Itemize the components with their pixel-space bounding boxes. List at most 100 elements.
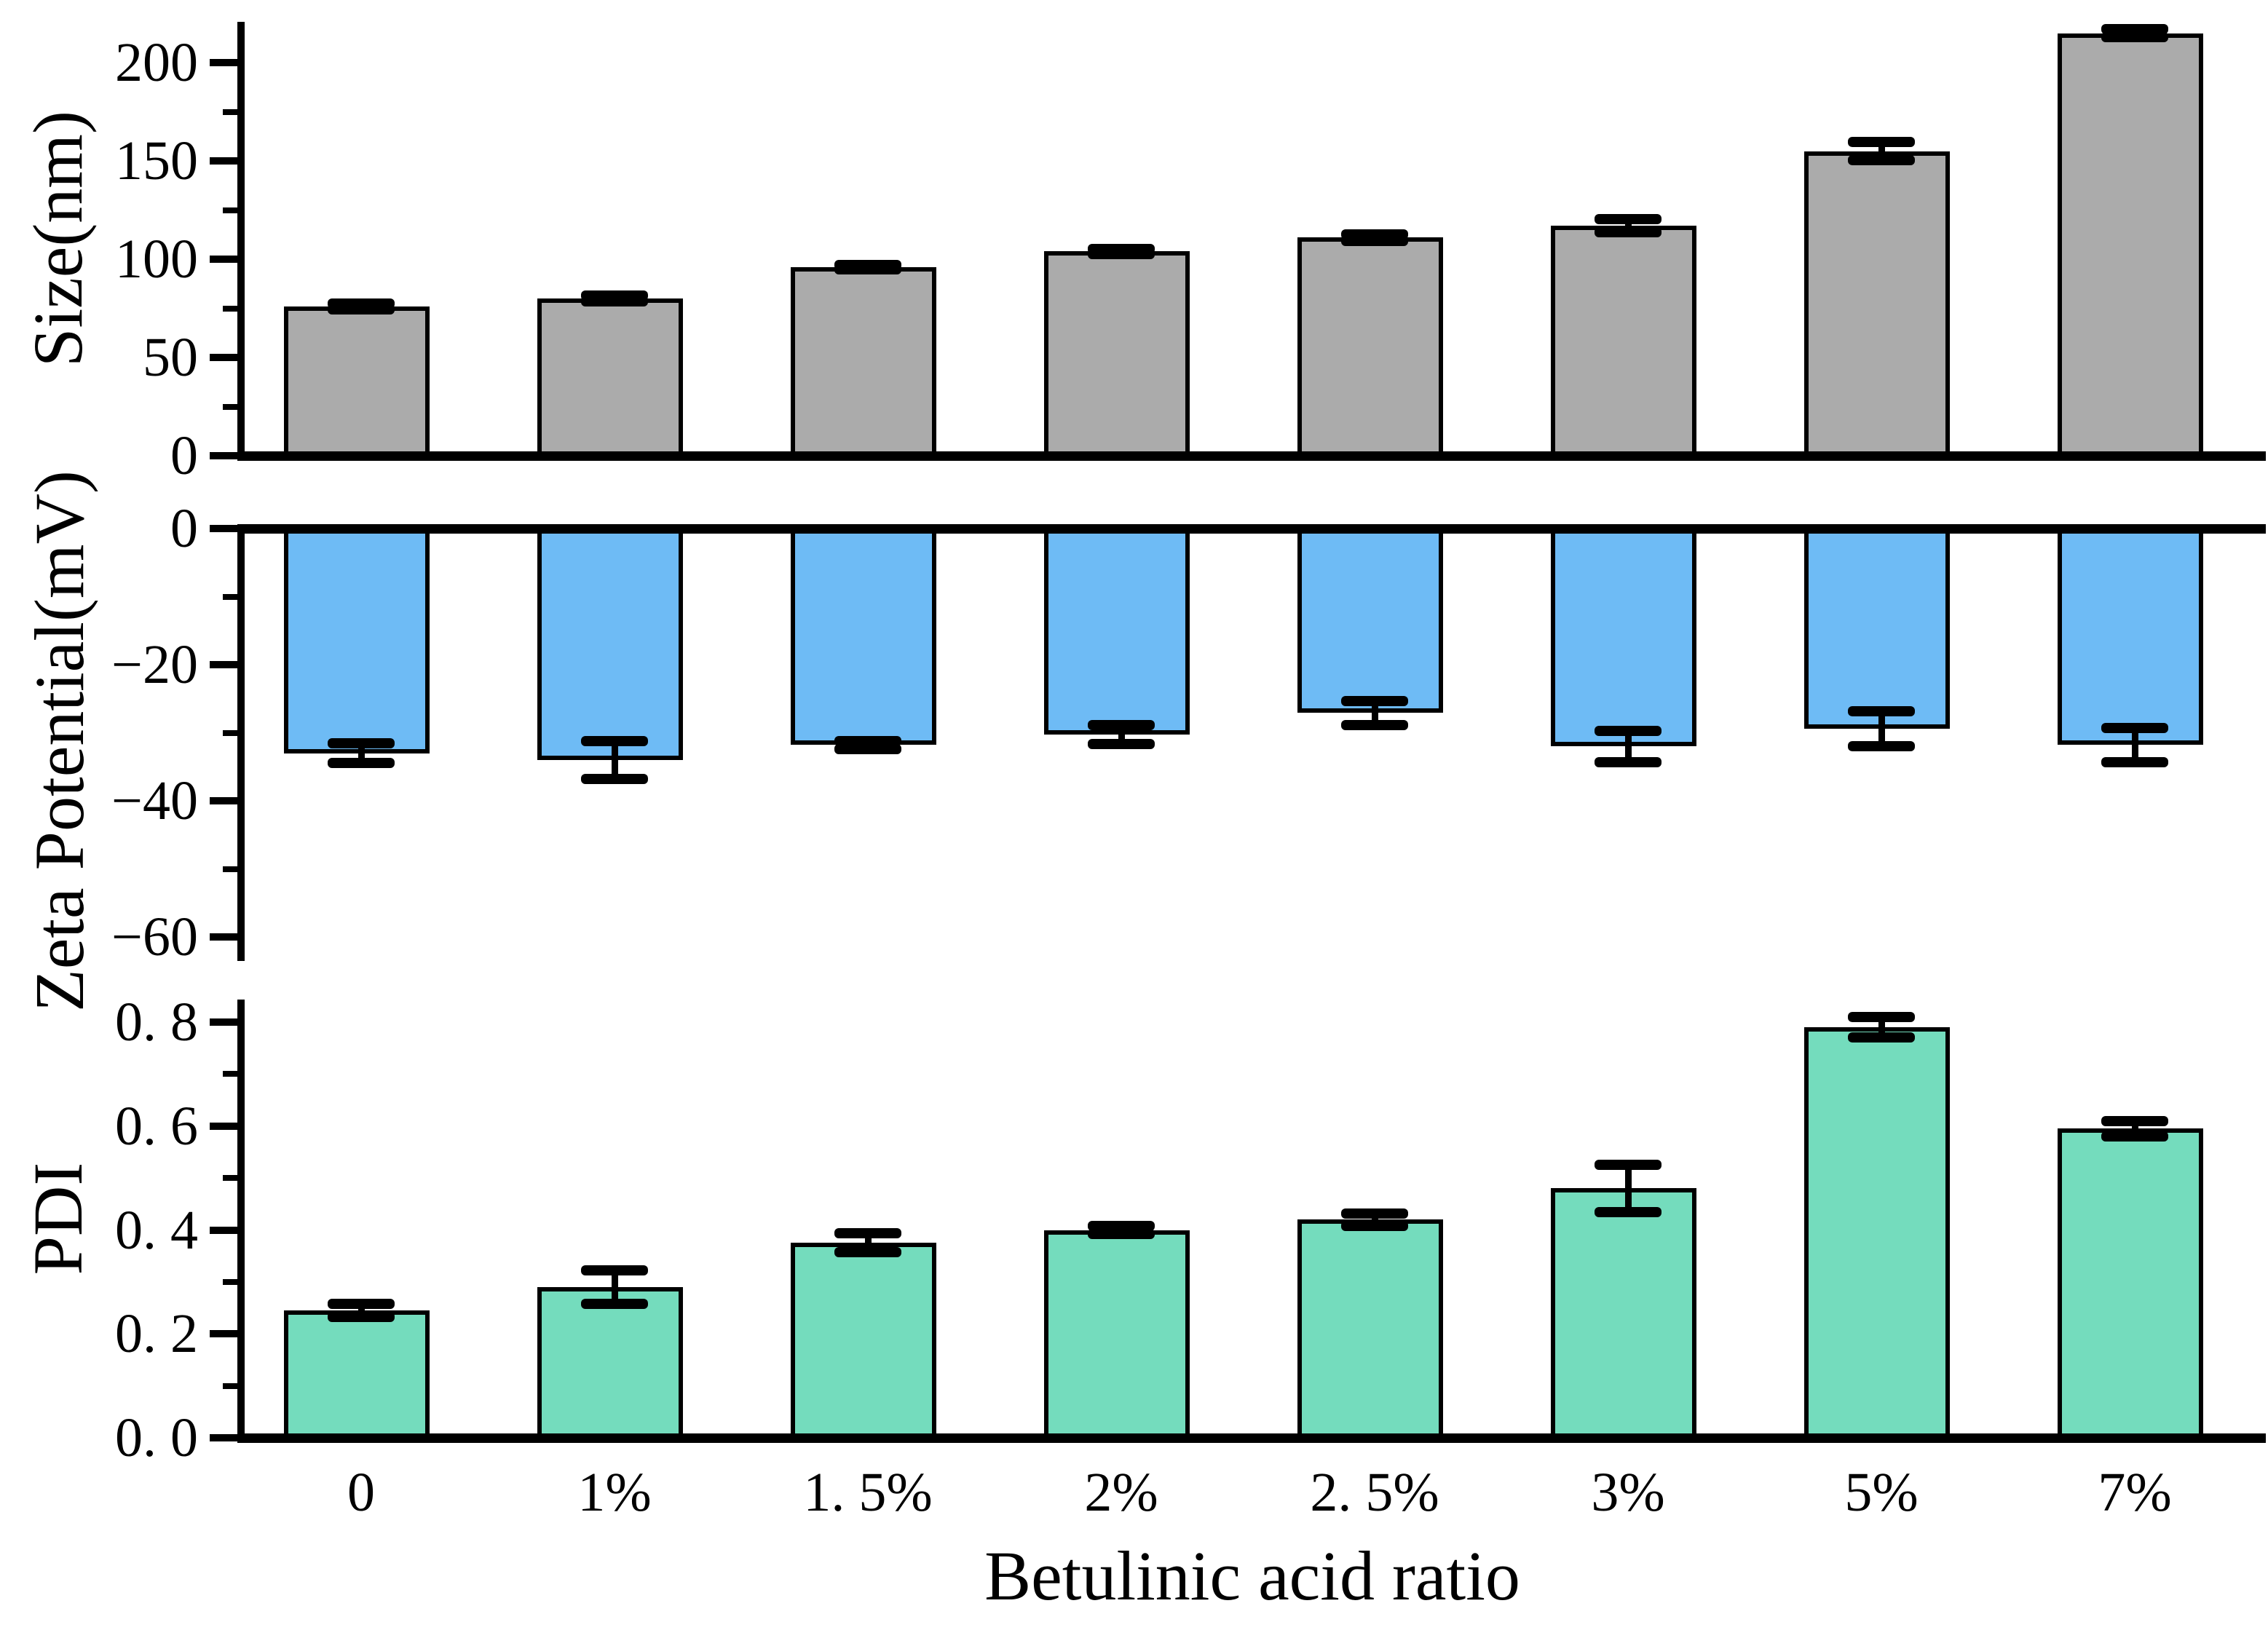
size-y-axis-spine — [237, 22, 245, 456]
pdi-error-cap-5-0 — [1595, 1160, 1662, 1171]
pdi-bar-4 — [1297, 1219, 1443, 1442]
pdi-ytick-label-4: 0. 8 — [115, 992, 198, 1053]
size-bar-0 — [284, 306, 430, 460]
pdi-error-cap-3-1 — [1088, 1229, 1155, 1240]
size-minor-tick-0 — [223, 403, 237, 410]
size-major-tick-2 — [210, 256, 237, 263]
x-tick-label-6: 5% — [1844, 1462, 1919, 1523]
size-error-cap-4-1 — [1341, 235, 1408, 246]
zeta-bar-3 — [1044, 524, 1190, 735]
x-tick-label-2: 1. 5% — [803, 1462, 933, 1523]
pdi-bar-1 — [537, 1287, 683, 1442]
zeta-ytick-label-3: −60 — [111, 906, 198, 968]
pdi-major-tick-3 — [210, 1122, 237, 1130]
pdi-major-tick-1 — [210, 1330, 237, 1338]
zeta-ytick-label-0: 0 — [170, 498, 198, 559]
pdi-error-cap-4-1 — [1341, 1220, 1408, 1231]
size-major-tick-3 — [210, 157, 237, 165]
pdi-minor-tick-0 — [223, 1382, 237, 1389]
size-bar-4 — [1297, 237, 1443, 460]
y-axis-title-size: Size(nm) — [19, 111, 97, 367]
size-error-line-5 — [1624, 219, 1632, 232]
zeta-minor-tick-1 — [223, 729, 237, 736]
pdi-error-cap-1-0 — [581, 1265, 648, 1276]
zeta-error-cap-2-1 — [834, 743, 901, 754]
size-error-line-6 — [1878, 142, 1885, 160]
pdi-ytick-label-2: 0. 4 — [115, 1199, 198, 1261]
pdi-major-tick-0 — [210, 1434, 237, 1441]
size-ytick-label-4: 200 — [115, 32, 198, 93]
zeta-error-line-7 — [2131, 727, 2138, 762]
zeta-error-cap-0-1 — [328, 757, 395, 768]
zeta-bar-1 — [537, 524, 683, 760]
zeta-major-tick-2 — [210, 797, 237, 804]
size-error-cap-3-1 — [1088, 248, 1155, 259]
size-error-cap-6-1 — [1848, 154, 1915, 165]
zeta-bar-2 — [791, 524, 936, 745]
size-error-cap-5-1 — [1595, 226, 1662, 237]
zeta-x-axis-line — [237, 523, 2266, 534]
size-bar-2 — [791, 266, 936, 460]
x-tick-label-1: 1% — [577, 1462, 652, 1523]
pdi-ytick-label-0: 0. 0 — [115, 1407, 198, 1468]
pdi-bar-0 — [284, 1310, 430, 1442]
zeta-error-line-0 — [357, 743, 365, 763]
pdi-error-cap-5-1 — [1595, 1206, 1662, 1217]
size-ytick-label-0: 0 — [170, 425, 198, 486]
zeta-major-tick-0 — [210, 525, 237, 532]
size-minor-tick-3 — [223, 108, 237, 115]
pdi-error-cap-2-0 — [834, 1228, 901, 1239]
zeta-y-axis-spine — [237, 529, 245, 961]
size-bar-1 — [537, 298, 683, 460]
x-axis-title: Betulinic acid ratio — [984, 1537, 1520, 1615]
pdi-major-tick-4 — [210, 1018, 237, 1026]
pdi-error-cap-2-1 — [834, 1247, 901, 1258]
size-error-cap-6-0 — [1848, 137, 1915, 148]
pdi-error-line-0 — [357, 1303, 365, 1318]
size-bar-7 — [2058, 33, 2203, 460]
size-bar-5 — [1551, 226, 1696, 460]
pdi-bar-3 — [1044, 1230, 1190, 1442]
pdi-error-line-1 — [611, 1270, 618, 1304]
zeta-error-line-4 — [1371, 700, 1378, 726]
zeta-bar-0 — [284, 524, 430, 753]
zeta-error-cap-4-1 — [1341, 720, 1408, 731]
zeta-error-cap-4-0 — [1341, 695, 1408, 706]
pdi-bar-2 — [791, 1243, 936, 1442]
zeta-error-line-3 — [1118, 725, 1125, 745]
pdi-error-cap-7-0 — [2101, 1115, 2168, 1126]
pdi-bar-6 — [1804, 1027, 1950, 1442]
pdi-error-cap-4-0 — [1341, 1208, 1408, 1219]
size-bar-3 — [1044, 251, 1190, 460]
pdi-error-line-7 — [2131, 1120, 2138, 1137]
size-ytick-label-1: 50 — [143, 327, 198, 388]
pdi-minor-tick-2 — [223, 1175, 237, 1182]
pdi-minor-tick-1 — [223, 1278, 237, 1285]
zeta-error-cap-5-1 — [1595, 756, 1662, 767]
zeta-major-tick-1 — [210, 661, 237, 668]
x-tick-label-5: 3% — [1591, 1462, 1665, 1523]
zeta-ytick-label-2: −40 — [111, 770, 198, 831]
size-x-axis-line — [237, 451, 2266, 461]
zeta-error-cap-2-0 — [834, 735, 901, 746]
size-ytick-label-2: 100 — [115, 229, 198, 290]
pdi-minor-tick-3 — [223, 1071, 237, 1077]
size-error-cap-1-1 — [581, 296, 648, 306]
pdi-error-cap-0-1 — [328, 1312, 395, 1323]
zeta-bar-5 — [1551, 524, 1696, 747]
pdi-y-axis-spine — [237, 1000, 245, 1438]
zeta-error-cap-1-0 — [581, 735, 648, 746]
pdi-error-cap-6-1 — [1848, 1032, 1915, 1043]
zeta-error-cap-7-1 — [2101, 756, 2168, 767]
zeta-error-cap-7-0 — [2101, 722, 2168, 733]
y-axis-title-zeta: Zeta Potential(mV) — [20, 470, 98, 1012]
pdi-error-cap-0-0 — [328, 1298, 395, 1309]
zeta-ytick-label-1: −20 — [111, 634, 198, 695]
pdi-error-cap-6-0 — [1848, 1011, 1915, 1022]
size-error-cap-7-0 — [2101, 23, 2168, 34]
size-ytick-label-3: 150 — [115, 130, 198, 191]
size-minor-tick-2 — [223, 207, 237, 213]
zeta-error-cap-0-0 — [328, 738, 395, 749]
